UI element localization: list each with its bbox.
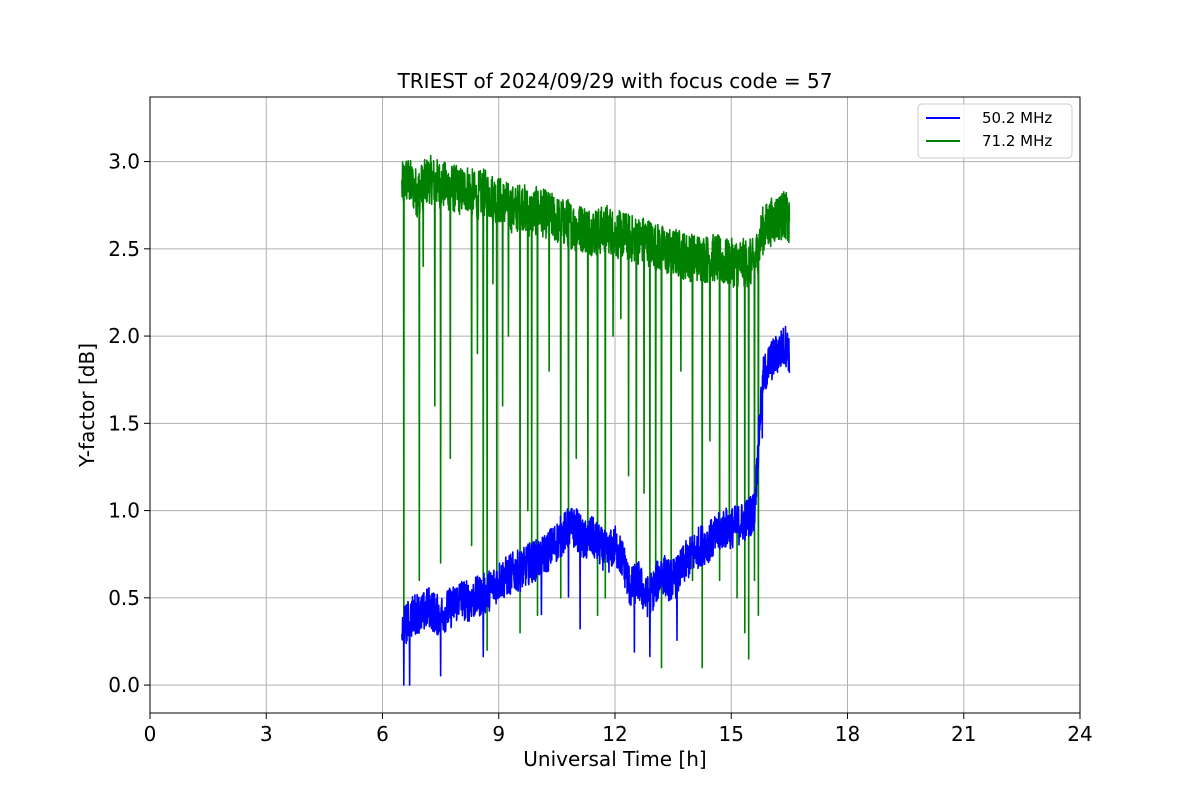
chart-title: TRIEST of 2024/09/29 with focus code = 5…	[397, 69, 833, 93]
series-line-1	[401, 154, 791, 669]
x-tick-label: 24	[1067, 722, 1092, 746]
x-tick-label: 0	[144, 722, 157, 746]
x-tick-label: 6	[376, 722, 389, 746]
x-tick-label: 15	[719, 722, 744, 746]
legend-label-71mhz: 71.2 MHz	[982, 132, 1052, 150]
legend: 50.2 MHz 71.2 MHz	[917, 103, 1073, 159]
x-axis-ticks: 0 3 6 9 12 15 18 21 24	[144, 713, 1093, 746]
x-tick-label: 3	[260, 722, 273, 746]
series-line-0	[401, 325, 791, 686]
x-tick-label: 9	[492, 722, 505, 746]
y-tick-label: 3.0	[108, 150, 140, 174]
y-tick-label: 2.5	[108, 237, 140, 261]
y-axis-ticks: 0.0 0.5 1.0 1.5 2.0 2.5 3.0	[108, 150, 150, 697]
y-tick-label: 1.0	[108, 499, 140, 523]
legend-label-50mhz: 50.2 MHz	[982, 109, 1052, 127]
plot-lines	[401, 154, 791, 686]
y-tick-label: 2.0	[108, 324, 140, 348]
y-tick-label: 1.5	[108, 411, 140, 435]
y-tick-label: 0.5	[108, 586, 140, 610]
x-axis-label: Universal Time [h]	[523, 747, 706, 771]
x-tick-label: 18	[835, 722, 860, 746]
y-tick-label: 0.0	[108, 673, 140, 697]
y-axis-label: Y-factor [dB]	[75, 343, 99, 468]
x-tick-label: 21	[951, 722, 976, 746]
x-tick-label: 12	[602, 722, 627, 746]
